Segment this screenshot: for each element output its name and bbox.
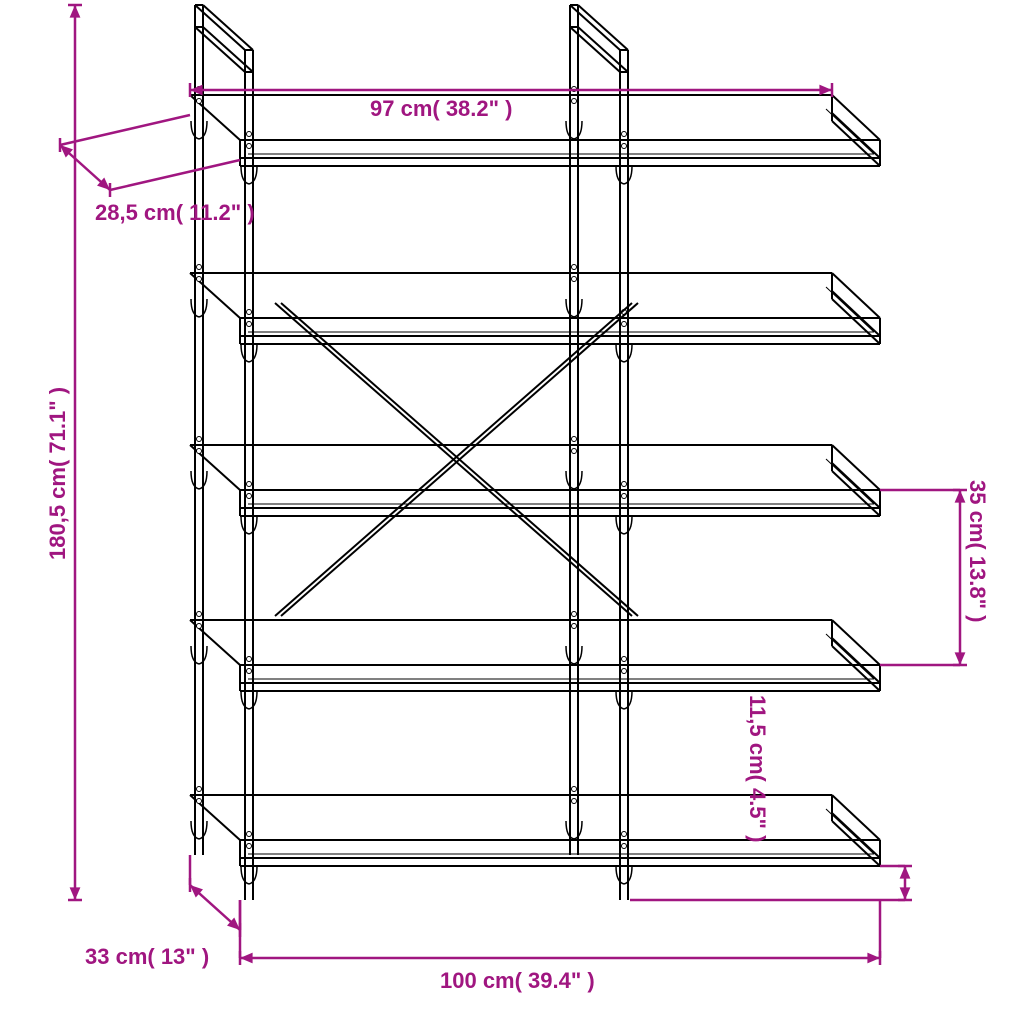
dimension-label: 97 cm( 38.2" ) — [370, 96, 513, 122]
dimension-label: 100 cm( 39.4" ) — [440, 968, 595, 994]
dimension-label: 35 cm( 13.8" ) — [964, 480, 990, 623]
dimension-label: 180,5 cm( 71.1" ) — [45, 387, 71, 560]
dimension-label: 33 cm( 13" ) — [85, 944, 209, 970]
dimension-label: 28,5 cm( 11.2" ) — [95, 200, 255, 226]
dimension-label: 11,5 cm( 4.5" ) — [744, 695, 770, 842]
